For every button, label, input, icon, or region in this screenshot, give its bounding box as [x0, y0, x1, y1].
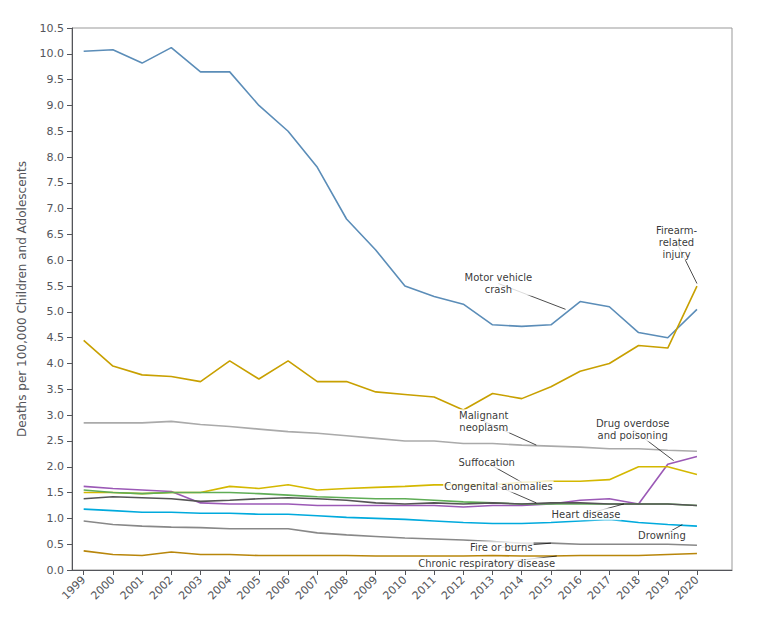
- svg-text:2009: 2009: [351, 573, 380, 602]
- svg-text:6.5: 6.5: [47, 228, 65, 241]
- svg-text:Motor vehicle: Motor vehicle: [465, 272, 533, 283]
- svg-text:3.5: 3.5: [47, 383, 65, 396]
- svg-text:Chronic respiratory disease: Chronic respiratory disease: [418, 558, 555, 569]
- svg-text:Fire or burns: Fire or burns: [470, 542, 533, 553]
- svg-text:1.0: 1.0: [47, 512, 65, 525]
- svg-text:2001: 2001: [118, 573, 147, 602]
- svg-text:Drug overdose: Drug overdose: [596, 418, 670, 429]
- svg-text:Suffocation: Suffocation: [458, 457, 514, 468]
- svg-text:2.0: 2.0: [47, 460, 65, 473]
- svg-text:2005: 2005: [235, 573, 264, 602]
- svg-text:related: related: [659, 237, 694, 248]
- svg-text:9.0: 9.0: [47, 99, 65, 112]
- svg-text:Deaths per 100,000 Children an: Deaths per 100,000 Children and Adolesce…: [15, 161, 29, 437]
- svg-text:3.0: 3.0: [47, 409, 65, 422]
- svg-text:2020: 2020: [673, 573, 702, 602]
- svg-text:Malignant: Malignant: [459, 410, 508, 421]
- svg-text:Firearm-: Firearm-: [656, 225, 698, 236]
- svg-text:5.0: 5.0: [47, 305, 65, 318]
- svg-text:and poisoning: and poisoning: [598, 430, 668, 441]
- svg-text:2015: 2015: [527, 573, 556, 602]
- svg-text:crash: crash: [485, 284, 512, 295]
- svg-text:Drowning: Drowning: [638, 530, 686, 541]
- svg-text:0.0: 0.0: [47, 564, 65, 577]
- svg-text:7.5: 7.5: [47, 176, 65, 189]
- svg-text:2000: 2000: [89, 573, 118, 602]
- svg-text:2016: 2016: [556, 573, 585, 602]
- svg-text:8.0: 8.0: [47, 151, 65, 164]
- svg-text:injury: injury: [662, 249, 690, 260]
- svg-text:2013: 2013: [468, 573, 497, 602]
- svg-text:0.5: 0.5: [47, 538, 65, 551]
- svg-text:2011: 2011: [410, 573, 439, 602]
- svg-text:2008: 2008: [322, 573, 351, 602]
- svg-text:neoplasm: neoplasm: [459, 422, 508, 433]
- svg-text:2012: 2012: [439, 573, 468, 602]
- svg-text:Heart disease: Heart disease: [551, 509, 620, 520]
- svg-text:2018: 2018: [614, 573, 643, 602]
- svg-text:2019: 2019: [643, 573, 672, 602]
- svg-text:2004: 2004: [205, 573, 234, 602]
- svg-text:10.0: 10.0: [40, 47, 65, 60]
- svg-text:4.5: 4.5: [47, 331, 65, 344]
- svg-text:2007: 2007: [293, 573, 322, 602]
- svg-text:2003: 2003: [176, 573, 205, 602]
- svg-text:6.0: 6.0: [47, 254, 65, 267]
- svg-text:1999: 1999: [59, 573, 88, 602]
- svg-text:2010: 2010: [381, 573, 410, 602]
- svg-text:8.5: 8.5: [47, 125, 65, 138]
- svg-text:1.5: 1.5: [47, 486, 65, 499]
- svg-text:9.5: 9.5: [47, 73, 65, 86]
- svg-text:5.5: 5.5: [47, 280, 65, 293]
- svg-text:Congenital anomalies: Congenital anomalies: [444, 481, 552, 492]
- svg-text:2014: 2014: [497, 573, 526, 602]
- svg-text:2002: 2002: [147, 573, 176, 602]
- svg-text:2006: 2006: [264, 573, 293, 602]
- svg-text:7.0: 7.0: [47, 202, 65, 215]
- svg-text:4.0: 4.0: [47, 357, 65, 370]
- svg-text:2.5: 2.5: [47, 434, 65, 447]
- svg-text:2017: 2017: [585, 573, 614, 602]
- svg-text:10.5: 10.5: [40, 22, 65, 35]
